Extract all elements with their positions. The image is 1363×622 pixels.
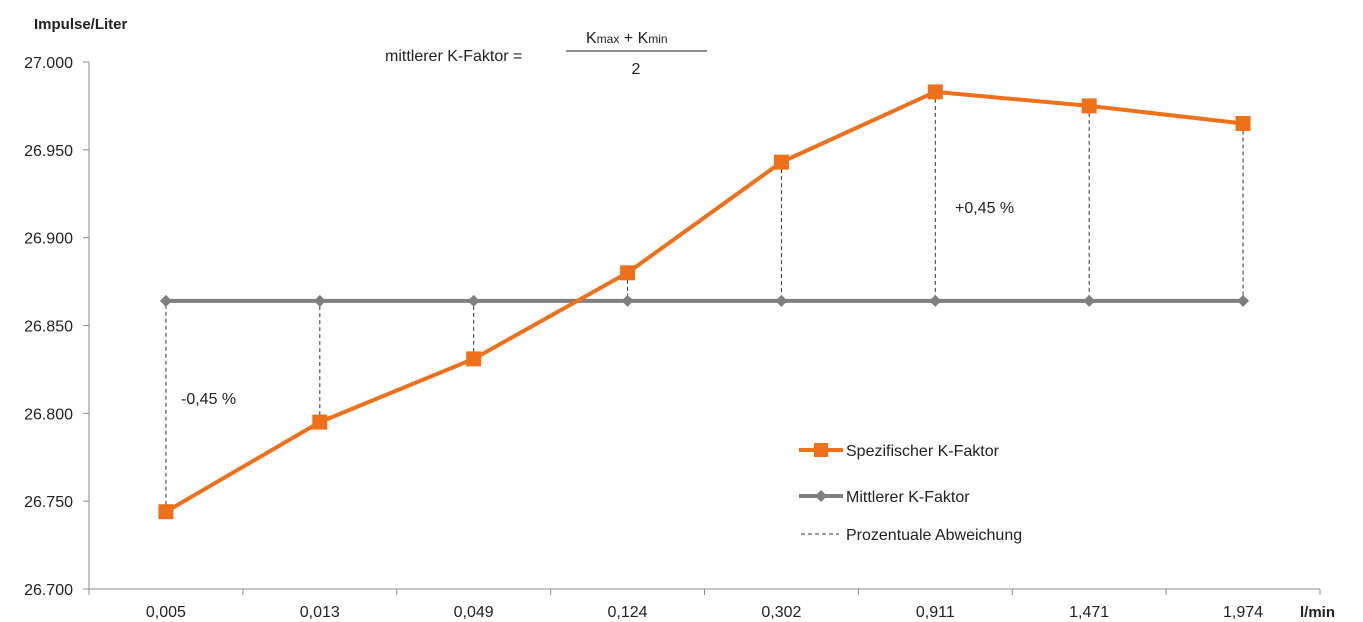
legend-item-spezifischer: Spezifischer K-Faktor	[799, 443, 1000, 460]
x-tick-label: 1,471	[1069, 604, 1109, 621]
data-point	[620, 265, 635, 280]
data-point	[312, 415, 327, 430]
legend-label-spezifischer: Spezifischer K-Faktor	[846, 443, 1000, 460]
formula-k-max: K	[586, 30, 597, 47]
legend: Spezifischer K-Faktor Mittlerer K-Faktor…	[799, 443, 1022, 544]
y-tick-label: 26.950	[24, 143, 73, 160]
formula-sub-max: max	[597, 32, 620, 46]
y-tick-label: 26.900	[24, 231, 73, 248]
x-tick-label: 0,302	[761, 604, 801, 621]
axes	[89, 62, 1320, 589]
y-axis-title: Impulse/Liter	[34, 16, 128, 33]
y-tick-label: 27.000	[24, 55, 73, 72]
legend-item-abweichung: Prozentuale Abweichung	[801, 527, 1022, 544]
x-tick-label: 0,124	[608, 604, 648, 621]
y-ticks: 26.700 26.750 26.800 26.850 26.900 26.950 27.0…	[24, 55, 89, 599]
formula-sub-min: min	[648, 32, 667, 46]
data-point	[928, 84, 943, 99]
legend-label-mittlerer: Mittlerer K-Faktor	[846, 489, 970, 506]
annotation-minus: -0,45 %	[181, 391, 236, 408]
legend-marker-square	[814, 443, 828, 457]
legend-marker-diamond	[815, 490, 827, 502]
legend-item-mittlerer: Mittlerer K-Faktor	[799, 489, 970, 506]
data-point	[774, 155, 789, 170]
x-ticks: 0,005 0,013 0,049 0,124 0,302 0,911 1,471 1,974	[89, 589, 1320, 621]
data-point	[468, 295, 480, 307]
x-tick-label: 0,049	[454, 604, 494, 621]
data-point	[1236, 116, 1251, 131]
x-axis-title: l/min	[1300, 604, 1335, 621]
series-mittlerer-k-faktor	[160, 295, 1249, 307]
data-point	[466, 351, 481, 366]
formula-numerator: Kmax + Kmin	[586, 30, 668, 47]
y-tick-label: 26.850	[24, 319, 73, 336]
series-layer	[158, 84, 1250, 519]
formula-k-min: K	[638, 30, 649, 47]
x-tick-label: 0,911	[916, 604, 955, 621]
x-tick-label: 0,013	[300, 604, 340, 621]
formula-plus: +	[619, 30, 637, 47]
data-point	[622, 295, 634, 307]
data-point	[160, 295, 172, 307]
formula: mittlerer K-Faktor = Kmax + Kmin 2	[385, 30, 707, 78]
y-tick-label: 26.750	[24, 494, 73, 511]
data-point	[1083, 295, 1095, 307]
y-tick-label: 26.800	[24, 406, 73, 423]
data-point	[929, 295, 941, 307]
y-tick-label: 26.700	[24, 582, 73, 599]
data-point	[158, 504, 173, 519]
legend-label-abweichung: Prozentuale Abweichung	[846, 527, 1022, 544]
x-tick-label: 1,974	[1223, 604, 1263, 621]
formula-denominator: 2	[632, 61, 641, 78]
formula-lhs: mittlerer K-Faktor =	[385, 48, 522, 65]
annotation-plus: +0,45 %	[955, 200, 1014, 217]
x-tick-label: 0,005	[146, 604, 186, 621]
data-point	[314, 295, 326, 307]
data-point	[1237, 295, 1249, 307]
data-point	[775, 295, 787, 307]
data-point	[1082, 98, 1097, 113]
